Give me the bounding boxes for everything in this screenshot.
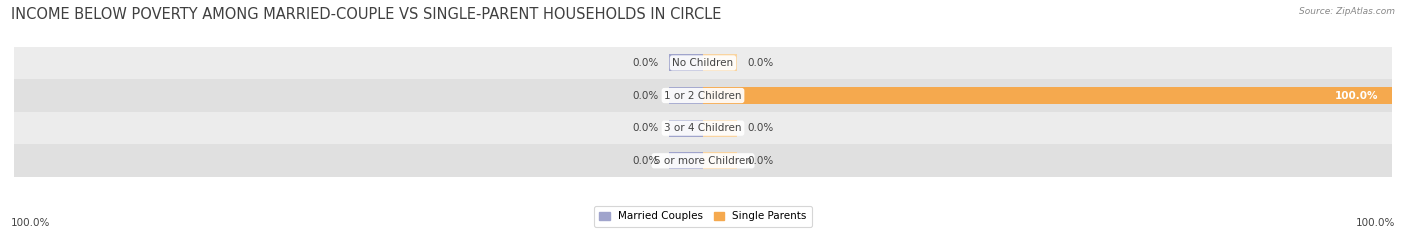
- Bar: [703, 87, 1392, 104]
- Text: 100.0%: 100.0%: [11, 218, 51, 228]
- Text: INCOME BELOW POVERTY AMONG MARRIED-COUPLE VS SINGLE-PARENT HOUSEHOLDS IN CIRCLE: INCOME BELOW POVERTY AMONG MARRIED-COUPL…: [11, 7, 721, 22]
- Text: 100.0%: 100.0%: [1355, 218, 1395, 228]
- Bar: [14, 112, 1392, 144]
- Text: 0.0%: 0.0%: [748, 58, 775, 68]
- Text: 0.0%: 0.0%: [631, 156, 658, 166]
- Text: 0.0%: 0.0%: [748, 123, 775, 133]
- Text: 1 or 2 Children: 1 or 2 Children: [664, 91, 742, 100]
- Bar: [14, 144, 1392, 177]
- Text: 100.0%: 100.0%: [1334, 91, 1378, 100]
- Text: Source: ZipAtlas.com: Source: ZipAtlas.com: [1299, 7, 1395, 16]
- Text: 0.0%: 0.0%: [631, 91, 658, 100]
- Bar: [703, 120, 738, 137]
- Bar: [669, 152, 703, 169]
- Bar: [669, 120, 703, 137]
- Text: 5 or more Children: 5 or more Children: [654, 156, 752, 166]
- Text: 0.0%: 0.0%: [748, 156, 775, 166]
- Bar: [703, 55, 738, 71]
- Bar: [703, 152, 738, 169]
- Bar: [14, 79, 1392, 112]
- Text: 0.0%: 0.0%: [631, 58, 658, 68]
- Bar: [14, 47, 1392, 79]
- Legend: Married Couples, Single Parents: Married Couples, Single Parents: [595, 206, 811, 227]
- Bar: [669, 87, 703, 104]
- Text: No Children: No Children: [672, 58, 734, 68]
- Text: 0.0%: 0.0%: [631, 123, 658, 133]
- Text: 3 or 4 Children: 3 or 4 Children: [664, 123, 742, 133]
- Bar: [669, 55, 703, 71]
